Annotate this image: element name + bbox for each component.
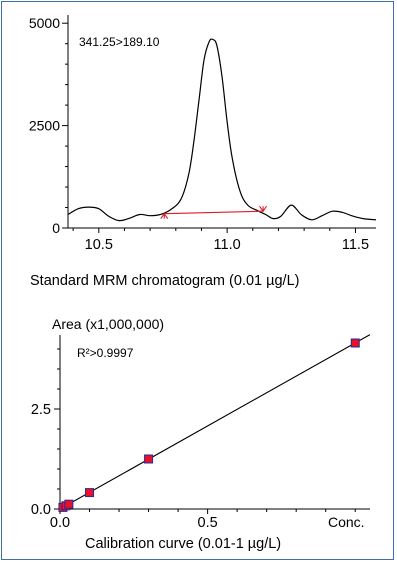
peak-baseline-arrow [164, 211, 263, 213]
calibration-y-tick-label: 0.0 [31, 502, 51, 518]
chromatogram-x-tick-label: 11.0 [214, 237, 241, 253]
calibration-y-ticks: 0.0 2.5 [31, 349, 60, 518]
chromatogram-x-ticks: 10.5 11.0 11.5 [73, 228, 369, 253]
chromatogram-y-tick-label: 2500 [29, 118, 60, 134]
calibration-panel: 0.0 2.5 0.0 0.5 Area (x1,000,000) R²>0.999… [31, 316, 370, 552]
chromatogram-y-ticks: 0 2500 5000 [29, 15, 68, 236]
transition-label: 341.25>189.10 [79, 35, 160, 49]
chromatogram-x-tick-label: 10.5 [85, 237, 113, 253]
calibration-x-label: Conc. [328, 514, 365, 530]
calibration-point [145, 455, 153, 463]
calibration-point [86, 489, 94, 497]
calibration-y-tick-label: 2.5 [31, 402, 51, 418]
calibration-point [351, 339, 359, 347]
chromatogram-trace [68, 39, 376, 221]
chromatogram-panel: 0 2500 5000 10.5 11.0 11.5 341.25>189.10 Sta… [29, 15, 376, 289]
r-squared-label: R²>0.9997 [77, 346, 134, 360]
chromatogram-caption: Standard MRM chromatogram (0.01 µg/L) [30, 273, 299, 289]
baseline-right-arrowhead [260, 206, 267, 211]
calibration-fit-line [60, 335, 370, 509]
calibration-point [65, 500, 73, 508]
calibration-x-ticks: 0.0 0.5 [50, 509, 355, 531]
chromatogram-x-tick-label: 11.5 [342, 237, 369, 253]
calibration-x-tick-label: 0.5 [198, 515, 218, 531]
chromatogram-y-tick-label: 5000 [29, 15, 60, 31]
chromatogram-y-tick-label: 0 [52, 220, 60, 236]
calibration-y-label: Area (x1,000,000) [52, 316, 164, 332]
calibration-caption: Calibration curve (0.01-1 µg/L) [85, 536, 281, 552]
calibration-x-tick-label: 0.0 [50, 515, 70, 531]
